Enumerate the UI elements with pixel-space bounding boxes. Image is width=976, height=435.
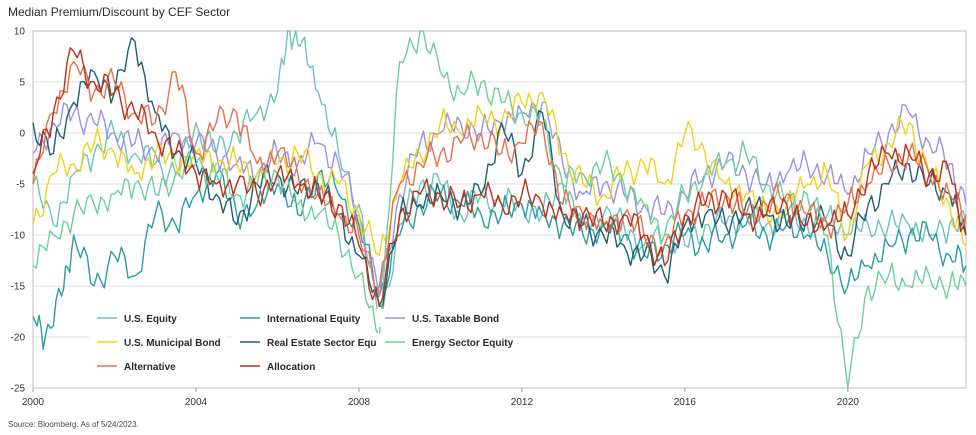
x-tick-label: 2000 bbox=[22, 397, 45, 408]
series-line-1 bbox=[32, 168, 967, 350]
y-tick-label: -25 bbox=[11, 384, 26, 395]
plot-frame bbox=[32, 30, 967, 389]
y-tick-label: 5 bbox=[19, 78, 25, 89]
y-tick-label: -15 bbox=[11, 282, 26, 293]
chart-title: Median Premium/Discount by CEF Sector bbox=[8, 5, 231, 19]
y-tick-label: -10 bbox=[11, 231, 26, 242]
y-tick-label: -5 bbox=[16, 180, 25, 191]
x-tick-label: 2016 bbox=[674, 397, 697, 408]
series-line-3 bbox=[32, 91, 967, 257]
legend-label: Alternative bbox=[124, 362, 176, 373]
legend-label: Allocation bbox=[267, 362, 315, 373]
y-tick-label: -20 bbox=[11, 333, 26, 344]
legend-label: Real Estate Sector Equity bbox=[267, 338, 389, 349]
legend-label: U.S. Equity bbox=[124, 314, 177, 325]
series-line-6 bbox=[32, 60, 967, 295]
y-tick-label: 0 bbox=[19, 129, 25, 140]
y-tick-label: 10 bbox=[14, 27, 26, 38]
legend-label: U.S. Municipal Bond bbox=[124, 338, 221, 349]
series-line-7 bbox=[32, 47, 967, 308]
source-note: Source: Bloomberg. As of 5/24/2023. bbox=[8, 420, 139, 429]
x-tick-label: 2008 bbox=[348, 397, 371, 408]
legend-bg bbox=[232, 309, 370, 327]
legend-label: Energy Sector Equity bbox=[412, 338, 514, 349]
series-line-4 bbox=[32, 37, 967, 308]
legend-bg bbox=[232, 333, 370, 351]
legend-bg bbox=[89, 357, 227, 375]
x-tick-label: 2004 bbox=[185, 397, 208, 408]
legend-bg bbox=[232, 357, 370, 375]
legend-bg bbox=[377, 309, 505, 327]
x-tick-label: 2012 bbox=[511, 397, 534, 408]
legend-label: U.S. Taxable Bond bbox=[412, 314, 499, 325]
legend: U.S. Equity International Equity U.S. Taxa… bbox=[89, 309, 514, 375]
x-tick-label: 2020 bbox=[837, 397, 860, 408]
series-line-0 bbox=[32, 30, 967, 328]
legend-bg bbox=[89, 309, 227, 327]
legend-bg bbox=[89, 333, 227, 351]
legend-label: International Equity bbox=[267, 314, 361, 325]
axes: 10 5 0 -5 -10 -15 -20 -25 2000 2004 2008 2012 2016 20… bbox=[11, 27, 967, 408]
legend-bg bbox=[377, 333, 505, 351]
series-lines bbox=[32, 30, 967, 389]
